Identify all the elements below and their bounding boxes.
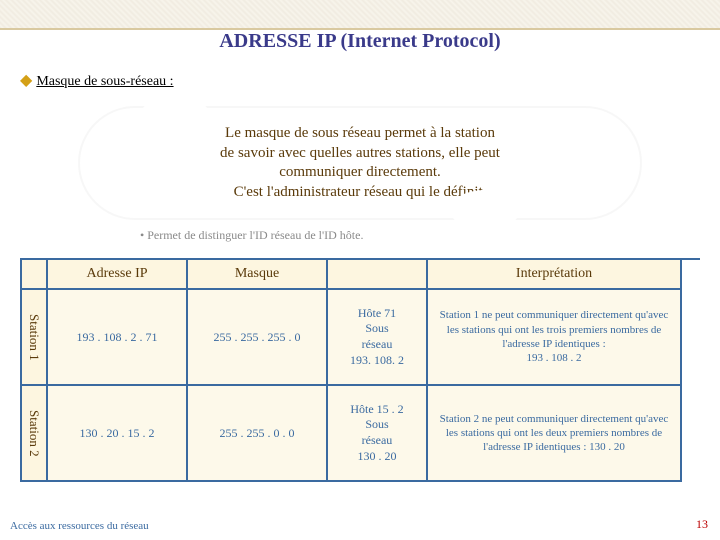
section-heading-text: Masque de sous-réseau : [36, 74, 173, 89]
page-number: 13 [696, 517, 708, 532]
table-cell-interp: Station 1 ne peut communiquer directemen… [428, 290, 682, 386]
table-cell-ip: 130 . 20 . 15 . 2 [48, 386, 188, 482]
footer-text: Accès aux ressources du réseau [10, 520, 149, 532]
table-cell-interp: Station 2 ne peut communiquer directemen… [428, 386, 682, 482]
section-heading: ◆ Masque de sous-réseau : [20, 70, 174, 90]
table-cell-host: Hôte 71 Sous réseau 193. 108. 2 [328, 290, 428, 386]
cloud-line: de savoir avec quelles autres stations, … [108, 144, 612, 164]
table-cell-host: Hôte 15 . 2 Sous réseau 130 . 20 [328, 386, 428, 482]
table-corner [22, 260, 48, 290]
callout-cloud: Le masque de sous réseau permet à la sta… [80, 108, 640, 218]
obscured-bullet-text: • Permet de distinguer l'ID réseau de l'… [140, 228, 363, 243]
table-header-mask: Masque [188, 260, 328, 290]
bullet-icon: ◆ [20, 72, 32, 89]
subnet-table: Adresse IP Masque Interprétation Station… [20, 258, 700, 482]
cloud-line: communiquer directement. [108, 163, 612, 183]
table-cell-mask: 255 . 255 . 0 . 0 [188, 386, 328, 482]
table-header-ip: Adresse IP [48, 260, 188, 290]
cloud-line: Le masque de sous réseau permet à la sta… [108, 124, 612, 144]
cloud-line: C'est l'administrateur réseau qui le déf… [108, 183, 612, 203]
table-row-station: Station 1 [22, 290, 48, 386]
table-header-interp: Interprétation [428, 260, 682, 290]
top-texture [0, 0, 720, 30]
table-cell-ip: 193 . 108 . 2 . 71 [48, 290, 188, 386]
table-cell-mask: 255 . 255 . 255 . 0 [188, 290, 328, 386]
page-title: ADRESSE IP (Internet Protocol) [0, 28, 720, 60]
table-row-station: Station 2 [22, 386, 48, 482]
table-header-host [328, 260, 428, 290]
